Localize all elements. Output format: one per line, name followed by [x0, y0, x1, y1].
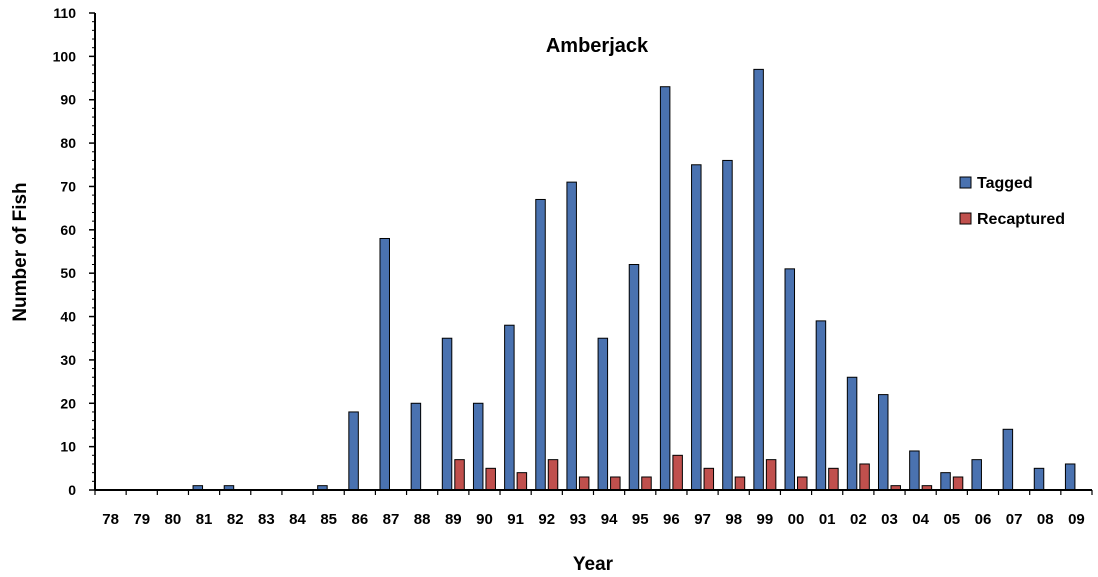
legend-label-recaptured: Recaptured [977, 211, 1065, 228]
x-tick-label: 95 [632, 511, 649, 528]
x-tick-label: 98 [725, 511, 742, 528]
bar-tagged-06 [971, 459, 982, 491]
chart-title: Amberjack [546, 35, 649, 57]
x-tick-label: 82 [227, 511, 244, 528]
x-tick-label: 87 [383, 511, 400, 528]
x-tick-label: 93 [570, 511, 587, 528]
bar-tagged-87 [379, 237, 390, 491]
bar-tagged-07 [1002, 428, 1014, 491]
bar-tagged-00 [784, 268, 796, 491]
bar-tagged-94 [597, 337, 609, 491]
bar-tagged-98 [722, 159, 733, 491]
bar-tagged-93 [566, 181, 577, 491]
y-axis: 0 10 20 30 40 50 60 70 80 90 100 110 [53, 5, 96, 498]
bar-tagged-91 [504, 324, 515, 491]
x-tick-label: 09 [1068, 511, 1085, 528]
bar-recaptured-01 [828, 467, 839, 491]
bar-recaptured-94 [610, 476, 621, 491]
bar-tagged-05 [940, 472, 951, 491]
y-tick-label: 80 [60, 135, 76, 151]
bar-recaptured-90 [485, 467, 496, 491]
x-tick-label: 84 [289, 511, 306, 528]
y-tick-label: 50 [60, 265, 76, 281]
x-tick-label: 04 [912, 511, 929, 528]
x-tick-label: 06 [975, 511, 992, 528]
legend-swatch-recaptured [959, 212, 972, 225]
y-tick-label: 10 [60, 439, 76, 455]
legend: Tagged Recaptured [959, 175, 1065, 228]
bar-recaptured-93 [578, 476, 590, 491]
x-tick-label: 02 [850, 511, 867, 528]
x-tick-label: 88 [414, 511, 431, 528]
x-tick-label: 81 [196, 511, 213, 528]
bar-recaptured-05 [952, 476, 964, 491]
y-tick-label: 100 [53, 48, 77, 64]
y-tick-label: 90 [60, 92, 76, 108]
legend-swatch-tagged [959, 176, 972, 189]
x-tick-label: 78 [102, 511, 119, 528]
bar-recaptured-00 [797, 476, 808, 491]
bar-recaptured-91 [516, 472, 528, 491]
x-tick-label: 05 [943, 511, 960, 528]
bar-recaptured-92 [547, 459, 559, 491]
x-tick-label: 08 [1037, 511, 1054, 528]
bar-tagged-97 [691, 164, 702, 491]
bar-tagged-89 [441, 337, 453, 491]
x-tick-label: 89 [445, 511, 462, 528]
y-tick-label: 20 [60, 395, 76, 411]
bar-tagged-04 [909, 450, 920, 491]
x-tick-label: 07 [1006, 511, 1023, 528]
y-tick-label: 30 [60, 352, 76, 368]
plot-area [192, 68, 1076, 491]
x-tick-label: 85 [320, 511, 337, 528]
x-tick-label: 80 [165, 511, 182, 528]
bar-tagged-01 [815, 320, 827, 491]
x-tick-label: 91 [507, 511, 524, 528]
bar-tagged-88 [410, 402, 422, 491]
y-tick-label: 60 [60, 222, 76, 238]
x-tick-label: 92 [538, 511, 555, 528]
x-tick-label: 86 [351, 511, 368, 528]
y-tick-label: 70 [60, 178, 76, 194]
bar-recaptured-98 [734, 476, 746, 491]
x-tick-label: 01 [819, 511, 836, 528]
x-tick-label: 90 [476, 511, 493, 528]
bar-tagged-09 [1064, 463, 1076, 491]
y-tick-label: 40 [60, 309, 76, 325]
x-tick-label: 97 [694, 511, 711, 528]
bar-recaptured-96 [672, 454, 683, 491]
x-tick-label: 94 [601, 511, 618, 528]
legend-label-tagged: Tagged [977, 175, 1033, 192]
bar-recaptured-02 [859, 463, 870, 491]
bar-tagged-95 [628, 264, 640, 491]
x-tick-label: 99 [757, 511, 774, 528]
bar-recaptured-89 [454, 459, 465, 491]
bar-tagged-02 [846, 376, 858, 491]
x-tick-label: 96 [663, 511, 680, 528]
bar-tagged-86 [348, 411, 359, 491]
y-tick-label: 0 [68, 482, 76, 498]
x-axis: 78 79 80 81 82 83 84 85 86 87 88 89 90 91 92 93 94 95 96 97… [94, 489, 1093, 528]
bar-tagged-08 [1033, 467, 1045, 491]
bar-recaptured-99 [765, 459, 777, 491]
y-tick-label: 110 [53, 5, 76, 21]
bar-tagged-92 [535, 198, 546, 491]
bar-tagged-99 [753, 68, 764, 491]
x-tick-label: 83 [258, 511, 275, 528]
bar-tagged-96 [659, 86, 671, 491]
bar-recaptured-97 [703, 467, 715, 491]
bar-tagged-90 [472, 402, 484, 491]
bar-recaptured-95 [641, 476, 652, 491]
bar-tagged-03 [877, 394, 889, 491]
x-axis-title: Year [573, 554, 614, 575]
x-tick-label: 79 [133, 511, 150, 528]
x-tick-label: 03 [881, 511, 898, 528]
y-axis-title: Number of Fish [10, 182, 31, 321]
x-tick-label: 00 [788, 511, 805, 528]
